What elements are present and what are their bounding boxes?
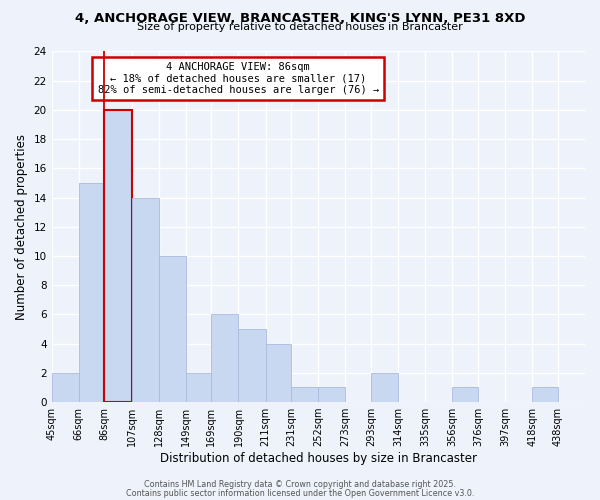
Bar (79, 183, 104, 402)
Bar (211, 314, 238, 402)
Bar (266, 344, 291, 402)
Bar (532, 388, 558, 402)
Text: Size of property relative to detached houses in Brancaster: Size of property relative to detached ho… (137, 22, 463, 32)
Bar (452, 388, 478, 402)
Bar (238, 329, 266, 402)
Text: Contains public sector information licensed under the Open Government Licence v3: Contains public sector information licen… (126, 488, 474, 498)
Bar (104, 110, 131, 402)
Bar (131, 198, 158, 402)
Bar (185, 373, 211, 402)
X-axis label: Distribution of detached houses by size in Brancaster: Distribution of detached houses by size … (160, 452, 477, 465)
Bar (371, 373, 398, 402)
Bar (52, 373, 79, 402)
Bar (291, 388, 319, 402)
Bar (158, 256, 185, 402)
Text: 4 ANCHORAGE VIEW: 86sqm
← 18% of detached houses are smaller (17)
82% of semi-de: 4 ANCHORAGE VIEW: 86sqm ← 18% of detache… (98, 62, 379, 95)
Bar (319, 388, 346, 402)
Y-axis label: Number of detached properties: Number of detached properties (15, 134, 28, 320)
Text: 4, ANCHORAGE VIEW, BRANCASTER, KING'S LYNN, PE31 8XD: 4, ANCHORAGE VIEW, BRANCASTER, KING'S LY… (75, 12, 525, 26)
Text: Contains HM Land Registry data © Crown copyright and database right 2025.: Contains HM Land Registry data © Crown c… (144, 480, 456, 489)
